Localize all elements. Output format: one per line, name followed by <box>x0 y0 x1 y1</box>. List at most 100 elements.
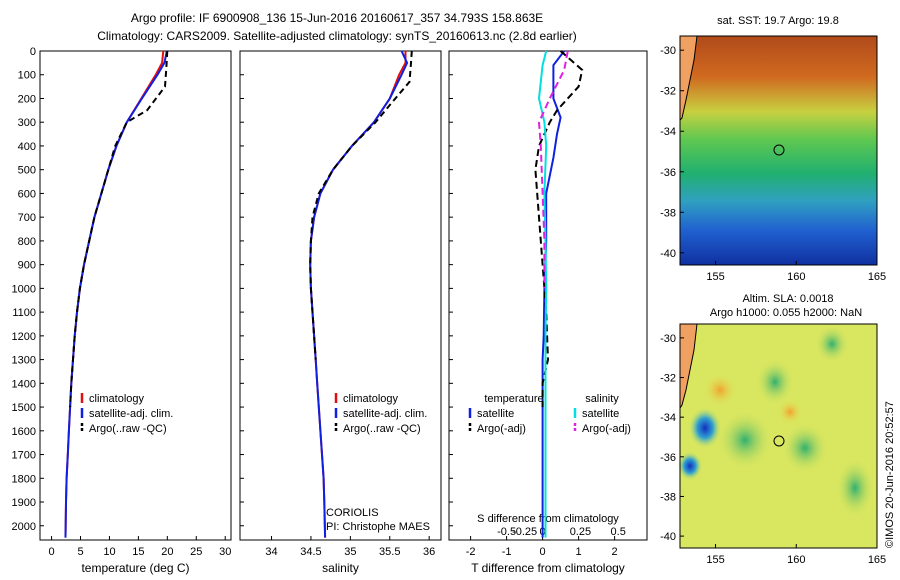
map-y-tick-label: -36 <box>660 452 676 464</box>
x-tick-label: 0 <box>540 546 546 558</box>
top-x-tick-label: -0.5 <box>497 526 516 538</box>
y-tick-label: 1600 <box>12 426 36 438</box>
x-tick-label: 15 <box>132 546 144 558</box>
map-y-tick-label: -40 <box>660 531 676 543</box>
top-x-tick-label: 0.5 <box>611 526 626 538</box>
y-tick-label: 400 <box>18 141 36 153</box>
x-axis-label: temperature (deg C) <box>81 561 189 575</box>
data-centre-label: CORIOLIS <box>326 507 379 519</box>
legend-label: climatology <box>343 393 399 405</box>
x-tick-label: 25 <box>190 546 202 558</box>
y-tick-label: 900 <box>18 260 36 272</box>
legend-label: satellite <box>477 408 514 420</box>
sla-anomaly-blob <box>816 326 848 362</box>
map-y-tick-label: -32 <box>660 373 676 385</box>
x-tick-label: -1 <box>502 546 512 558</box>
map-x-tick-label: 160 <box>787 554 805 566</box>
x-tick-label: 35.5 <box>379 546 400 558</box>
imos-timestamp: ©IMOS 20-Jun-2016 20:52:57 <box>884 401 896 548</box>
y-tick-label: 1300 <box>12 355 36 367</box>
series-line <box>537 50 569 289</box>
x-tick-label: 2 <box>612 546 618 558</box>
sla-map-axes: -30 -32 -34 -36 -38 -40 155 160 165 <box>660 333 886 566</box>
y-tick-label: 1400 <box>12 378 36 390</box>
y-tick-label: 1500 <box>12 402 36 414</box>
top-x-tick-label: -0.25 <box>512 526 537 538</box>
x-axis-label: salinity <box>322 561 359 575</box>
temperature-panel: 0100200300400500600700800900100011001200… <box>12 46 232 575</box>
y-tick-label: 500 <box>18 165 36 177</box>
map-x-tick-label: 160 <box>787 271 805 283</box>
map-y-tick-label: -34 <box>660 412 676 424</box>
sla-argo-position-marker <box>773 435 785 447</box>
map-x-tick-label: 155 <box>706 271 724 283</box>
legend-title: temperature <box>484 393 543 405</box>
x-tick-label: 34 <box>265 546 277 558</box>
pi-label: PI: Christophe MAES <box>326 521 430 533</box>
y-tick-label: 800 <box>18 236 36 248</box>
sst-map-axes: -30 -32 -34 -36 -38 -40 155 160 165 <box>660 45 886 283</box>
legend-label: satellite <box>582 408 619 420</box>
legend-label: climatology <box>89 393 145 405</box>
y-tick-label: 1900 <box>12 497 36 509</box>
series-line <box>64 50 168 538</box>
plot-frame <box>239 50 442 541</box>
legend-label: Argo(-adj) <box>477 423 526 435</box>
y-tick-label: 100 <box>18 70 36 82</box>
top-x-tick-label: 0.25 <box>570 526 591 538</box>
x-tick-label: 34.5 <box>300 546 321 558</box>
sla-map-title-line1: Altim. SLA: 0.0018 <box>742 293 833 305</box>
y-tick-label: 700 <box>18 212 36 224</box>
sst-land <box>680 36 697 120</box>
plot-frame <box>39 50 232 541</box>
series-line <box>309 50 413 360</box>
x-tick-label: 0 <box>49 546 55 558</box>
legend-label: Argo(-adj) <box>582 423 631 435</box>
y-tick-label: 1700 <box>12 450 36 462</box>
legend-label: satellite-adj. clim. <box>89 408 173 420</box>
sst-map-panel: sat. SST: 19.7 Argo: 19.8 -30-32-34-36-3… <box>660 15 886 283</box>
sst-map-title: sat. SST: 19.7 Argo: 19.8 <box>717 15 839 27</box>
sst-map-frame <box>679 35 878 266</box>
sla-land <box>680 324 697 408</box>
series-line <box>309 51 407 538</box>
map-y-tick-label: -30 <box>660 45 676 57</box>
legend-label: Argo(..raw -QC) <box>343 423 421 435</box>
sla-map-frame <box>679 323 878 549</box>
sla-anomaly-blob <box>678 452 702 480</box>
x-tick-label: 30 <box>219 546 231 558</box>
map-y-tick-label: -40 <box>660 248 676 260</box>
x-tick-label: 35 <box>344 546 356 558</box>
plot-frame <box>448 50 648 541</box>
x-tick-label: 5 <box>77 546 83 558</box>
y-tick-label: 1800 <box>12 473 36 485</box>
sla-anomaly-blob <box>704 374 736 406</box>
sst-field <box>680 36 877 265</box>
y-tick-label: 300 <box>18 117 36 129</box>
sla-anomaly-blob <box>837 460 873 516</box>
legend-title: salinity <box>585 393 619 405</box>
y-tick-label: 1100 <box>12 307 36 319</box>
map-y-tick-label: -38 <box>660 207 676 219</box>
sst-argo-position-marker <box>773 144 785 156</box>
sla-map-title-line2: Argo h1000: 0.055 h2000: NaN <box>710 307 862 319</box>
sst-coastline <box>679 35 698 121</box>
sla-anomaly-blob <box>757 360 793 404</box>
series-line <box>537 50 548 538</box>
sla-anomaly-blob <box>719 412 771 468</box>
sla-map-panel: Altim. SLA: 0.0018 Argo h1000: 0.055 h20… <box>660 293 886 566</box>
map-y-tick-label: -38 <box>660 491 676 503</box>
series-line <box>541 50 565 538</box>
salinity-panel: 34 34.5 35 35.5 36 salinity climatology satelli… <box>239 50 442 575</box>
sla-coastline <box>679 323 698 409</box>
y-tick-label: 0 <box>30 46 36 58</box>
series-line <box>69 50 169 408</box>
sla-anomaly-blob <box>689 408 721 448</box>
map-y-tick-label: -30 <box>660 333 676 345</box>
legend-label: satellite-adj. clim. <box>343 408 427 420</box>
top-x-axis-label: S difference from climatology <box>477 513 619 525</box>
map-y-tick-label: -32 <box>660 86 676 98</box>
y-tick-label: 2000 <box>12 521 36 533</box>
x-tick-label: 36 <box>423 546 435 558</box>
